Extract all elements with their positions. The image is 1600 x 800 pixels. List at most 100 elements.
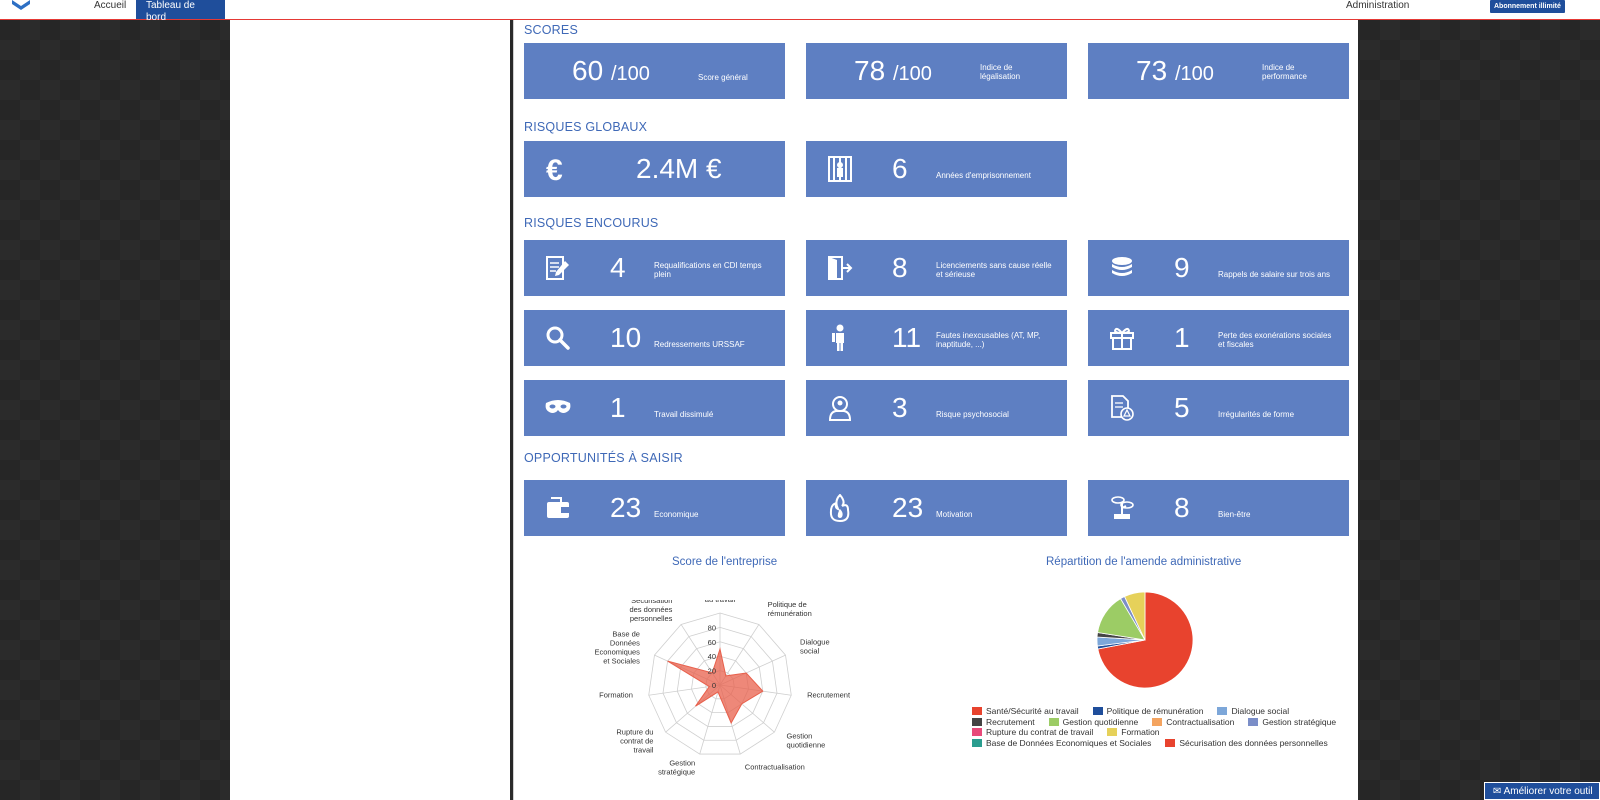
legend-item[interactable]: Gestion stratégique <box>1248 717 1336 728</box>
risk-value: 11 <box>892 322 922 353</box>
opportunity-value: 23 <box>610 492 642 523</box>
fire-icon <box>824 492 856 524</box>
legend-swatch <box>1217 707 1228 715</box>
radar-category-label: Gestion stratégique <box>658 758 695 776</box>
legend-label: Santé/Sécurité au travail <box>986 706 1079 716</box>
legend-label: Politique de rémunération <box>1106 706 1204 716</box>
opportunity-card-bien-etre[interactable]: 8 Bien-être <box>1088 480 1349 536</box>
top-nav-bar: Accueil Tableau de bord Administration A… <box>0 0 1600 23</box>
score-value: 78 /100 <box>854 55 932 86</box>
radar-series-area <box>667 647 764 725</box>
pie-chart <box>1096 591 1194 689</box>
improve-tool-button[interactable]: ✉ Améliorer votre outil <box>1484 782 1600 800</box>
opportunity-value: 23 <box>892 492 924 523</box>
score-card-general[interactable]: 60 /100 Score général <box>524 43 785 99</box>
radar-grid-ring <box>662 626 778 741</box>
search-icon <box>542 322 574 354</box>
legend-label: Gestion quotidienne <box>1062 716 1139 727</box>
radar-category-label: Formation <box>599 691 633 700</box>
legend-swatch <box>1107 728 1118 736</box>
prison-icon <box>824 153 856 185</box>
legend-label: Rupture du contrat de travail <box>986 727 1094 737</box>
score-value: 60 /100 <box>572 55 650 86</box>
legend-label: Gestion stratégique <box>1262 716 1337 727</box>
gift-icon <box>1106 322 1138 354</box>
radar-grid-ring <box>676 641 764 727</box>
nav-administration[interactable]: Administration <box>1346 0 1410 11</box>
legend-swatch <box>972 717 982 726</box>
risk-card-irregularites[interactable]: 5 Irrégularités de forme <box>1088 380 1349 436</box>
section-title-risques-encourus: RISQUES ENCOURUS <box>524 216 659 230</box>
wallet-icon <box>542 492 574 524</box>
risk-value: 6 <box>892 153 908 184</box>
radar-category-label: Recrutement <box>807 691 850 700</box>
risk-card-exonerations[interactable]: 1 Perte des exonérations sociales et fis… <box>1088 310 1349 366</box>
risk-value: 1 <box>1174 322 1190 353</box>
radar-category-label: Base de Données Economiques et Sociales <box>594 629 640 665</box>
opportunity-card-motivation[interactable]: 23 Motivation <box>806 480 1067 536</box>
risk-card-prison[interactable]: 6 Années d'emprisonnement <box>806 141 1067 197</box>
subscription-badge[interactable]: Abonnement illimité <box>1490 0 1565 13</box>
radar-category-label: Rupture du contrat de travail <box>616 728 653 755</box>
legend-item[interactable]: Sécurisation des données personnelles <box>1165 738 1328 749</box>
legend-item[interactable]: Recrutement <box>972 717 1035 728</box>
legend-item[interactable]: Gestion quotidienne <box>1048 716 1139 728</box>
legend-item[interactable]: Base de Données Economiques et Sociales <box>972 738 1151 749</box>
risk-card-amount[interactable]: € 2.4M € <box>524 141 785 197</box>
risk-card-psychosocial[interactable]: 3 Risque psychosocial <box>806 380 1067 436</box>
left-panel <box>230 20 510 800</box>
risk-value: 2.4M € <box>636 153 722 184</box>
coins-icon <box>1106 252 1138 284</box>
bonsai-icon <box>1106 492 1138 524</box>
legend-swatch <box>1165 738 1176 747</box>
app-logo[interactable] <box>6 0 36 18</box>
risk-card-fautes[interactable]: 11 Fautes inexcusables (AT, MP, inaptitu… <box>806 310 1067 366</box>
legend-label: Dialogue social <box>1231 706 1290 716</box>
legend-swatch <box>1048 717 1059 726</box>
head-person-icon <box>824 392 856 424</box>
risk-label: Irrégularités de forme <box>1218 410 1295 419</box>
nav-tableau-de-bord[interactable]: Tableau de bord <box>136 0 225 23</box>
nav-accueil[interactable]: Accueil <box>94 0 127 11</box>
legend-item[interactable]: Dialogue social <box>1217 706 1289 717</box>
risk-card-travail-dissimule[interactable]: 1 Travail dissimulé <box>524 380 785 436</box>
opportunity-card-economique[interactable]: 23 Economique <box>524 480 785 536</box>
risk-value: 1 <box>610 392 626 423</box>
pie-legend: Santé/Sécurité au travail Politique de ré… <box>972 706 1352 748</box>
legend-label: Contractualisation <box>1166 716 1235 727</box>
radar-tick-label: 80 <box>708 623 716 632</box>
radar-spoke <box>699 684 721 755</box>
risk-value: 5 <box>1174 392 1190 423</box>
risk-value: 8 <box>892 252 908 283</box>
legend-swatch <box>1092 707 1103 715</box>
risk-value: 10 <box>610 322 642 353</box>
legend-item[interactable]: Politique de rémunération <box>1092 706 1204 717</box>
risk-label: Perte des exonérations sociales et fisca… <box>1218 331 1332 349</box>
risk-label: Travail dissimulé <box>654 410 714 419</box>
radar-category-label: Dialogue social <box>800 637 830 655</box>
pie-slice <box>1124 591 1146 641</box>
section-title-risques-globaux: RISQUES GLOBAUX <box>524 120 648 134</box>
legend-swatch <box>972 728 982 736</box>
legend-item[interactable]: Santé/Sécurité au travail <box>972 706 1079 717</box>
radar-tick-label: 60 <box>708 638 716 647</box>
legend-label: Base de Données Economiques et Sociales <box>986 737 1152 748</box>
score-card-performance[interactable]: 73 /100 Indice de performance <box>1088 43 1349 99</box>
legend-item[interactable]: Formation <box>1107 727 1160 738</box>
legend-item[interactable]: Contractualisation <box>1152 717 1234 728</box>
risk-card-rappels-salaire[interactable]: 9 Rappels de salaire sur trois ans <box>1088 240 1349 296</box>
legend-swatch <box>1248 717 1259 726</box>
injured-person-icon <box>824 322 856 354</box>
legend-item[interactable]: Rupture du contrat de travail <box>972 727 1093 738</box>
risk-card-requalifications[interactable]: 4 Requalifications en CDI temps plein <box>524 240 785 296</box>
score-card-legalisation[interactable]: 78 /100 Indice de légalisation <box>806 43 1067 99</box>
radar-category-label: Sécurisation des données personnelles <box>629 600 672 623</box>
risk-card-licenciements[interactable]: 8 Licenciements sans cause réelle et sér… <box>806 240 1067 296</box>
risk-label: Risque psychosocial <box>936 410 1009 419</box>
risk-card-urssaf[interactable]: 10 Redressements URSSAF <box>524 310 785 366</box>
score-value: 73 /100 <box>1136 55 1214 86</box>
radar-tick-label: 20 <box>708 667 716 676</box>
risk-label: Requalifications en CDI temps plein <box>654 261 762 279</box>
risk-label: Années d'emprisonnement <box>936 171 1031 180</box>
